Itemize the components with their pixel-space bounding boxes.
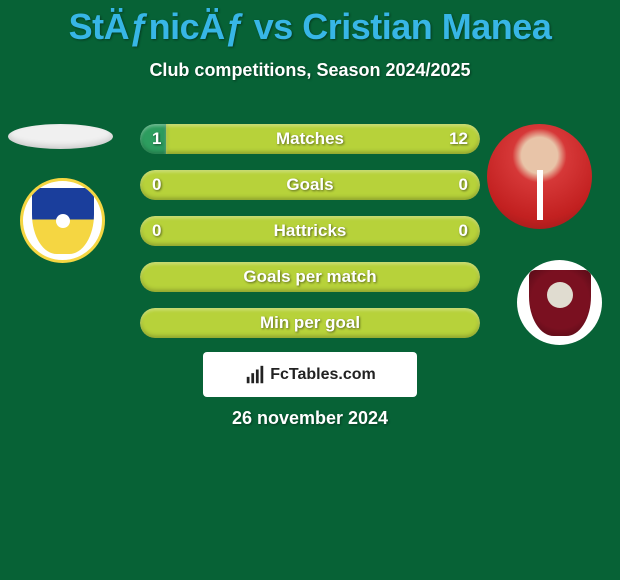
stat-row: Goals per match bbox=[140, 262, 480, 292]
stat-label: Goals bbox=[140, 170, 480, 200]
stat-value-left: 1 bbox=[152, 124, 161, 154]
brand-text: FcTables.com bbox=[270, 366, 376, 384]
comparison-bars: Matches112Goals00Hattricks00Goals per ma… bbox=[140, 124, 480, 354]
page-title: StÄƒnicÄƒ vs Cristian Manea bbox=[0, 0, 620, 48]
stat-label: Matches bbox=[140, 124, 480, 154]
stat-row: Matches1 12 bbox=[140, 124, 480, 154]
shield-icon bbox=[32, 188, 94, 254]
player-left-club-badge bbox=[20, 178, 105, 263]
stat-label: Goals per match bbox=[140, 262, 480, 292]
stat-row: Goals0 0 bbox=[140, 170, 480, 200]
stat-row: Min per goal bbox=[140, 308, 480, 338]
stat-label: Hattricks bbox=[140, 216, 480, 246]
stat-row: Hattricks0 0 bbox=[140, 216, 480, 246]
chart-icon bbox=[244, 364, 266, 386]
stat-value-left: 0 bbox=[152, 170, 161, 200]
stat-value-right: 0 bbox=[459, 216, 468, 246]
stat-value-right: 12 bbox=[449, 124, 468, 154]
brand-box: FcTables.com bbox=[203, 352, 417, 397]
stat-value-left: 0 bbox=[152, 216, 161, 246]
subtitle: Club competitions, Season 2024/2025 bbox=[0, 60, 620, 81]
stat-value-right: 0 bbox=[459, 170, 468, 200]
player-left-face bbox=[8, 124, 113, 149]
stat-label: Min per goal bbox=[140, 308, 480, 338]
player-right-club-badge bbox=[517, 260, 602, 345]
player-right-face bbox=[487, 124, 592, 229]
shield-icon bbox=[529, 270, 591, 336]
date-text: 26 november 2024 bbox=[0, 408, 620, 429]
